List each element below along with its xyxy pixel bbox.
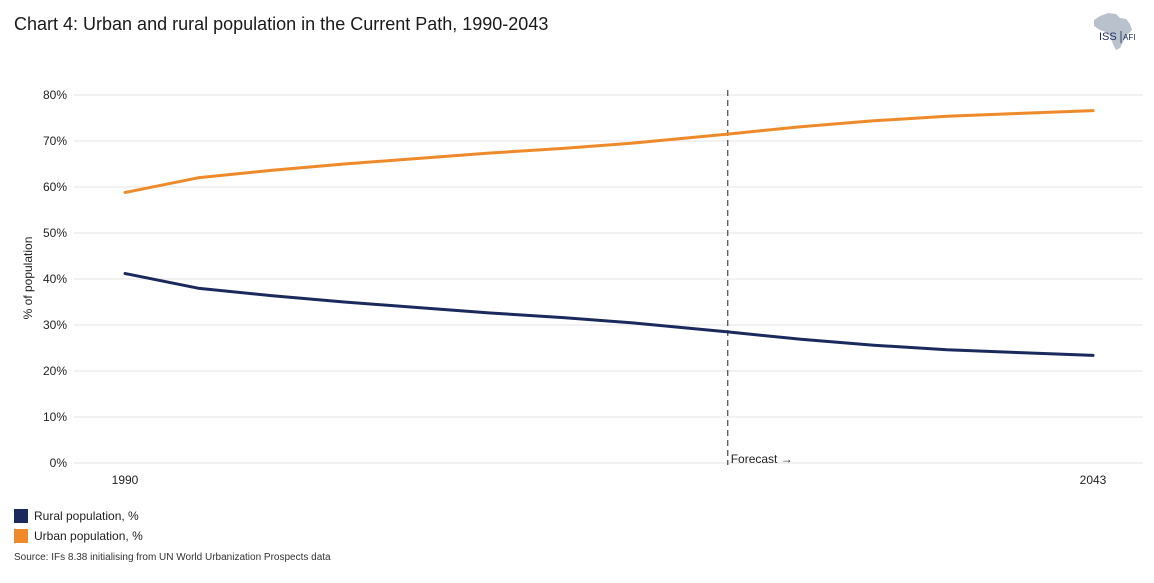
logo-iss-text: ISS	[1099, 31, 1117, 43]
legend-label-rural: Rural population, %	[34, 509, 139, 523]
y-tick-label: 20%	[43, 364, 67, 378]
series-lines	[123, 109, 1095, 357]
legend-item-urban: Urban population, %	[14, 526, 143, 546]
source-note: Source: IFs 8.38 initialising from UN Wo…	[14, 552, 331, 563]
y-tick-label: 60%	[43, 180, 67, 194]
logo-afi-text: AFI	[1123, 33, 1135, 42]
urban-population-line	[123, 109, 1095, 194]
forecast-label: Forecast →	[731, 452, 793, 466]
y-tick-label: 40%	[43, 272, 67, 286]
y-tick-label: 10%	[43, 410, 67, 424]
iss-afi-logo: ISS AFI	[1094, 13, 1135, 50]
y-axis-label: % of population	[21, 237, 35, 320]
y-tick-label: 80%	[43, 88, 67, 102]
y-tick-label: 70%	[43, 134, 67, 148]
x-tick-label: 1990	[112, 473, 139, 487]
grid-lines	[74, 94, 1143, 464]
rural-population-line	[123, 272, 1095, 357]
y-axis-ticks: 0% 10% 20% 30% 40% 50% 60% 70% 80%	[43, 88, 67, 470]
y-tick-label: 30%	[43, 318, 67, 332]
x-axis-ticks: 1990 2043	[112, 473, 1107, 487]
legend-label-urban: Urban population, %	[34, 529, 143, 543]
y-tick-label: 50%	[43, 226, 67, 240]
y-tick-label: 0%	[50, 456, 68, 470]
legend-item-rural: Rural population, %	[14, 506, 143, 526]
africa-map-icon	[1094, 13, 1132, 50]
legend-swatch-rural	[14, 509, 28, 523]
line-chart: 0% 10% 20% 30% 40% 50% 60% 70% 80% 1990 2043 % of…	[21, 88, 1143, 487]
legend: Rural population, % Urban population, %	[14, 506, 143, 546]
legend-swatch-urban	[14, 529, 28, 543]
x-tick-label: 2043	[1080, 473, 1107, 487]
chart-title: Chart 4: Urban and rural population in t…	[14, 14, 549, 34]
